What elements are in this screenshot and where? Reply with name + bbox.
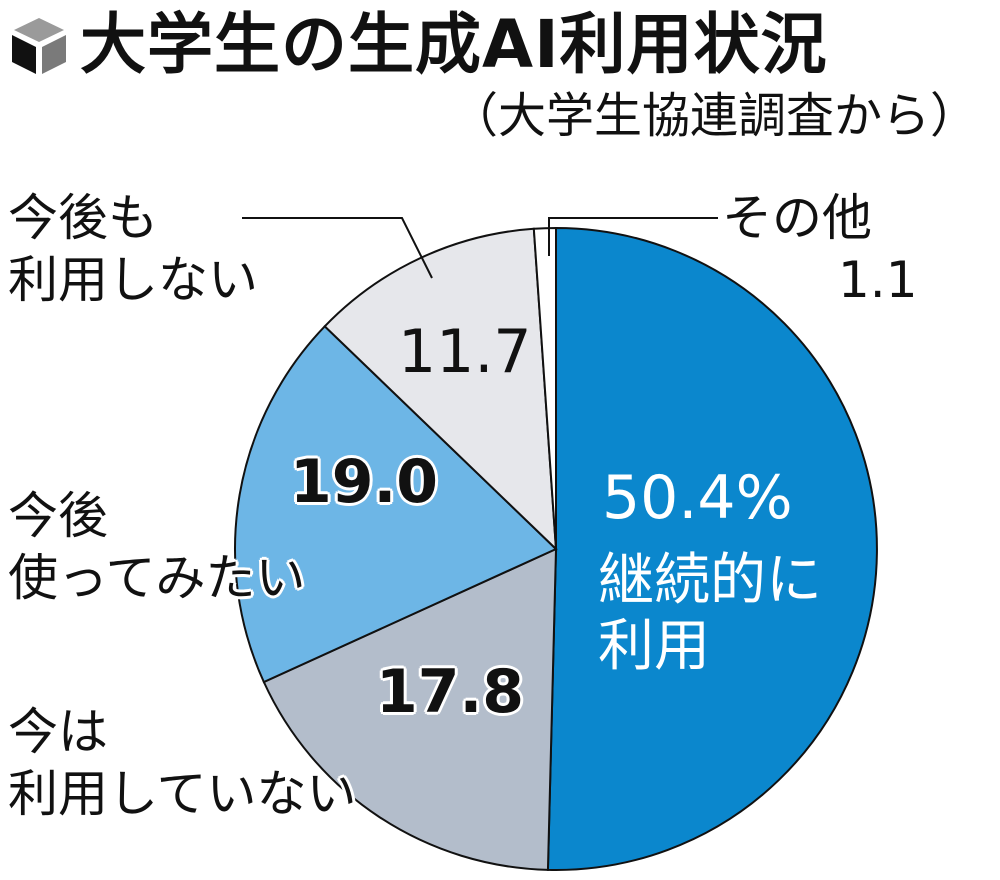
label-not-now-line2: 利用していない [8,765,357,823]
pie-slice-want-to-try [234,324,558,684]
pie-slice-other [532,226,557,550]
chart-subtitle: （大学生協連調査から） [449,88,978,144]
pie-slice-never [323,227,558,552]
value-continued-use: 50.4% [602,463,793,533]
label-never-line2: 利用しない [8,251,258,309]
value-want-to-try: 19.0 [290,447,439,517]
label-want-to-try-line2: 使ってみたい [8,549,306,607]
label-never-line1: 今後も [8,189,158,247]
pie-slices [234,226,878,871]
value-never: 11.7 [398,317,532,387]
leader-line-never [242,217,433,279]
label-want-to-try-line1: 今後 [8,487,108,545]
chart-title: 大学生の生成AI利用状況 [80,6,828,83]
value-other: 1.1 [838,251,918,309]
pie-slice-not-now [262,547,558,871]
chart-header: 大学生の生成AI利用状況 [8,0,828,90]
leader-line-other [548,217,718,256]
cube-icon [12,18,66,74]
label-other: その他 [722,189,872,247]
label-continued-use-line2: 利用 [598,614,710,679]
pie-slice-continued-use [546,226,878,871]
label-not-now-line1: 今は [8,703,108,761]
label-continued-use-line1: 継続的に [598,548,822,613]
value-not-now: 17.8 [376,657,525,727]
